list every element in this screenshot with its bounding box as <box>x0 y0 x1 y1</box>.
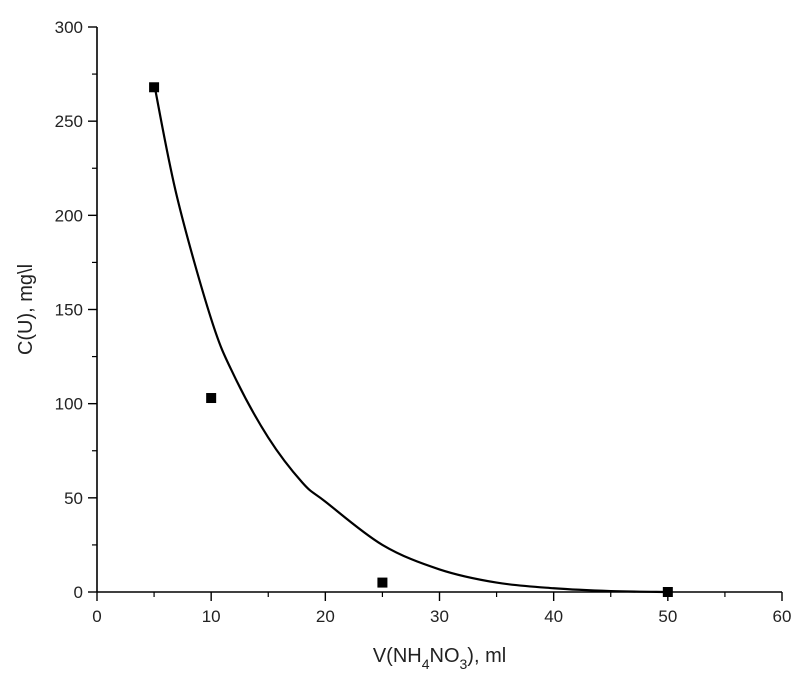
y-tick-label: 300 <box>55 18 83 37</box>
axes <box>96 27 782 593</box>
x-tick-label: 20 <box>316 607 335 626</box>
x-axis-title-subscript-1: 4 <box>422 656 430 672</box>
fit-curve <box>153 83 668 594</box>
y-tick-label: 200 <box>55 206 83 225</box>
x-tick-label: 40 <box>544 607 563 626</box>
data-point <box>662 587 673 597</box>
y-tick-label: 100 <box>55 395 83 414</box>
x-tick-label: 10 <box>202 607 221 626</box>
x-axis-title: V(NH4NO3), ml <box>373 645 506 672</box>
x-axis-title-subscript-2: 3 <box>460 656 468 672</box>
data-point <box>149 82 160 93</box>
y-tick-label: 250 <box>55 112 83 131</box>
x-tick-label: 0 <box>92 607 101 626</box>
data-point <box>377 577 388 588</box>
x-tick-label: 60 <box>773 607 792 626</box>
fit-curve-layer <box>153 83 668 594</box>
y-axis-title: C(U), mg\l <box>15 264 37 355</box>
y-tick-label: 150 <box>55 301 83 320</box>
x-axis-title-part-3: ), ml <box>467 645 506 667</box>
data-point <box>206 393 217 404</box>
y-ticks: 0 50 100 150 200 250 300 <box>55 18 97 602</box>
x-axis-title-part-2: NO <box>430 645 460 667</box>
x-tick-label: 50 <box>658 607 677 626</box>
y-tick-label: 0 <box>74 583 83 602</box>
y-tick-label: 50 <box>64 489 83 508</box>
x-ticks: 0 10 20 30 40 50 60 <box>92 592 791 626</box>
x-tick-label: 30 <box>430 607 449 626</box>
data-points-layer <box>149 82 673 597</box>
x-axis-title-part-1: V(NH <box>373 645 422 667</box>
